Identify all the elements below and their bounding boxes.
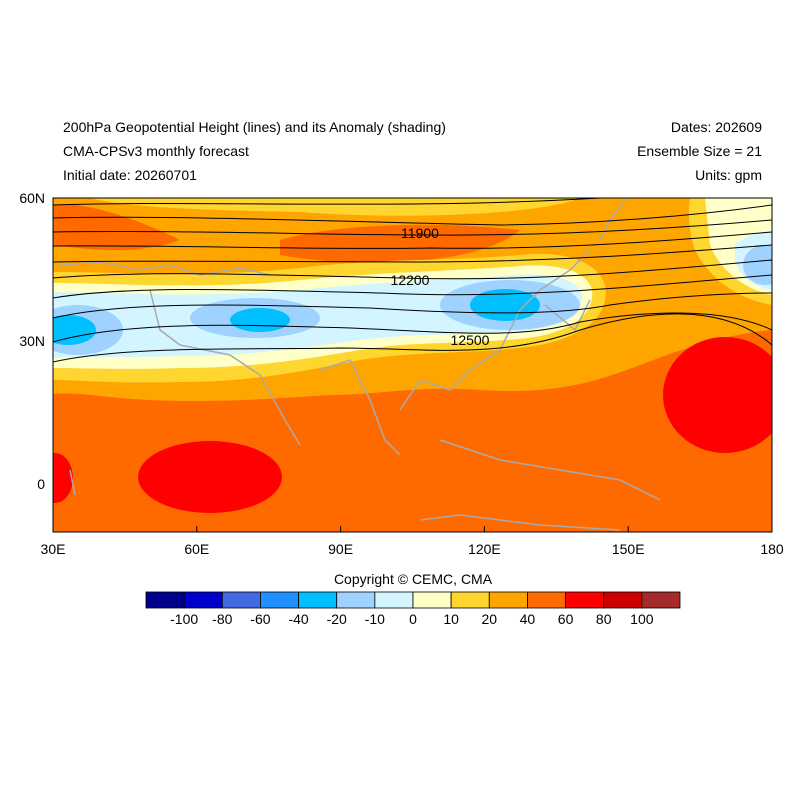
- map-shading: [53, 198, 772, 532]
- colorbar-label: -40: [288, 611, 308, 627]
- lon-label: 150E: [612, 541, 645, 557]
- colorbar-label: 20: [481, 611, 497, 627]
- colorbar: -100 -80 -60 -40 -20 -10 0 10 20 40 60 80 100: [145, 591, 681, 627]
- lon-label: 90E: [328, 541, 353, 557]
- lon-labels: 30E 60E 90E 120E 150E 180: [41, 526, 784, 557]
- colorbar-label: 60: [558, 611, 574, 627]
- colorbar-box: [412, 591, 452, 609]
- colorbar-box: [641, 591, 681, 609]
- colorbar-label: -10: [365, 611, 385, 627]
- colorbar-label: -60: [250, 611, 270, 627]
- colorbar-box: [260, 591, 299, 609]
- colorbar-box: [565, 591, 605, 609]
- colorbar-label: 10: [443, 611, 459, 627]
- title: 200hPa Geopotential Height (lines) and i…: [63, 119, 446, 135]
- lon-label: 60E: [184, 541, 209, 557]
- colorbar-box: [221, 591, 261, 609]
- copyright: Copyright © CEMC, CMA: [334, 571, 493, 587]
- colorbar-label: 80: [596, 611, 612, 627]
- colorbar-box: [527, 591, 566, 609]
- lat-label: 30N: [19, 333, 45, 349]
- units: Units: gpm: [695, 167, 762, 183]
- colorbar-label: 40: [520, 611, 536, 627]
- colorbar-box: [603, 591, 643, 609]
- colorbar-box: [145, 591, 185, 609]
- colorbar-label: 0: [409, 611, 417, 627]
- colorbar-box: [450, 591, 490, 609]
- lon-label: 180: [760, 541, 784, 557]
- subtitle: CMA-CPSv3 monthly forecast: [63, 143, 249, 159]
- initial-date: Initial date: 20260701: [63, 167, 197, 183]
- map-frame: [52, 197, 773, 533]
- lat-label: 60N: [19, 190, 45, 206]
- lon-label: 30E: [41, 541, 66, 557]
- contour-label: 12200: [391, 272, 430, 288]
- contour-label: 12500: [451, 332, 490, 348]
- colorbar-label: -100: [170, 611, 198, 627]
- colorbar-box: [298, 591, 338, 609]
- contour-label: 11900: [401, 225, 439, 241]
- colorbar-label: -20: [327, 611, 347, 627]
- ensemble: Ensemble Size = 21: [637, 143, 762, 159]
- colorbar-box: [374, 591, 414, 609]
- lat-label: 0: [37, 476, 45, 492]
- lon-label: 120E: [468, 541, 501, 557]
- colorbar-label: 100: [630, 611, 654, 627]
- dates: Dates: 202609: [671, 119, 762, 135]
- colorbar-box: [336, 591, 376, 609]
- colorbar-label: -80: [212, 611, 232, 627]
- colorbar-box: [183, 591, 223, 609]
- colorbar-box: [488, 591, 528, 609]
